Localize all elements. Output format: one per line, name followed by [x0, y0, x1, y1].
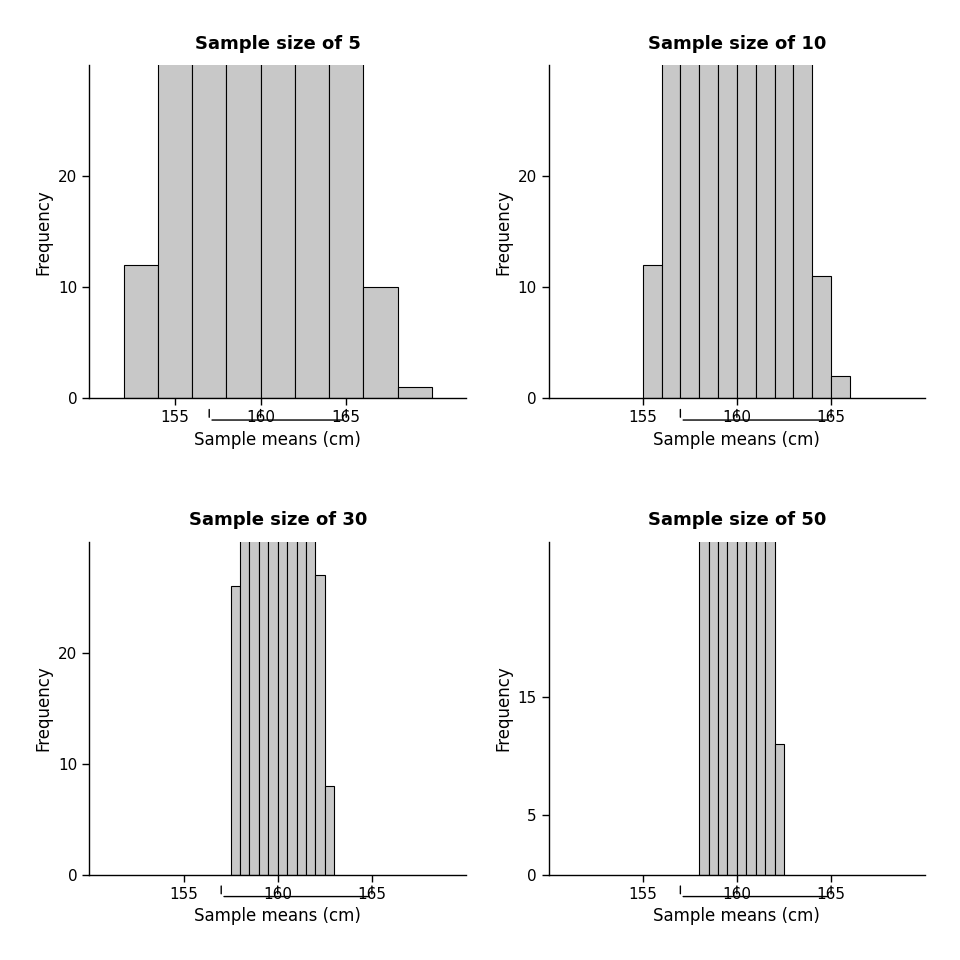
Bar [831, 376, 850, 398]
Y-axis label: Frequency: Frequency [35, 189, 53, 275]
Bar [124, 265, 157, 398]
Bar [718, 0, 737, 398]
Bar [259, 0, 268, 875]
X-axis label: Sample means (cm): Sample means (cm) [654, 907, 821, 925]
Y-axis label: Frequency: Frequency [35, 665, 53, 752]
Bar [756, 0, 765, 875]
Bar [329, 0, 363, 398]
Bar [737, 0, 746, 875]
Bar [728, 0, 737, 875]
Bar [746, 0, 756, 875]
Bar [316, 575, 324, 875]
Bar [793, 0, 812, 398]
Bar [295, 0, 329, 398]
Bar [708, 0, 718, 875]
Bar [157, 0, 192, 398]
Title: Sample size of 30: Sample size of 30 [188, 512, 367, 529]
Bar [812, 276, 831, 398]
Title: Sample size of 50: Sample size of 50 [648, 512, 826, 529]
Bar [277, 0, 287, 875]
Bar [250, 0, 259, 875]
Bar [765, 483, 775, 875]
Bar [240, 397, 250, 875]
X-axis label: Sample means (cm): Sample means (cm) [654, 431, 821, 448]
Bar [775, 744, 784, 875]
Bar [306, 409, 316, 875]
Bar [699, 0, 718, 398]
X-axis label: Sample means (cm): Sample means (cm) [194, 431, 361, 448]
Title: Sample size of 5: Sample size of 5 [195, 35, 361, 53]
Bar [775, 0, 793, 398]
Bar [718, 0, 728, 875]
Bar [268, 0, 277, 875]
Y-axis label: Frequency: Frequency [493, 189, 512, 275]
Bar [642, 265, 661, 398]
Bar [297, 0, 306, 875]
Bar [397, 387, 432, 398]
X-axis label: Sample means (cm): Sample means (cm) [194, 907, 361, 925]
Bar [756, 0, 775, 398]
Bar [192, 0, 227, 398]
Bar [324, 786, 334, 875]
Bar [681, 0, 699, 398]
Bar [287, 0, 297, 875]
Bar [699, 446, 708, 875]
Bar [227, 0, 260, 398]
Bar [363, 287, 397, 398]
Bar [260, 0, 295, 398]
Y-axis label: Frequency: Frequency [493, 665, 512, 752]
Title: Sample size of 10: Sample size of 10 [648, 35, 826, 53]
Bar [661, 21, 681, 398]
Bar [230, 587, 240, 875]
Bar [737, 0, 756, 398]
